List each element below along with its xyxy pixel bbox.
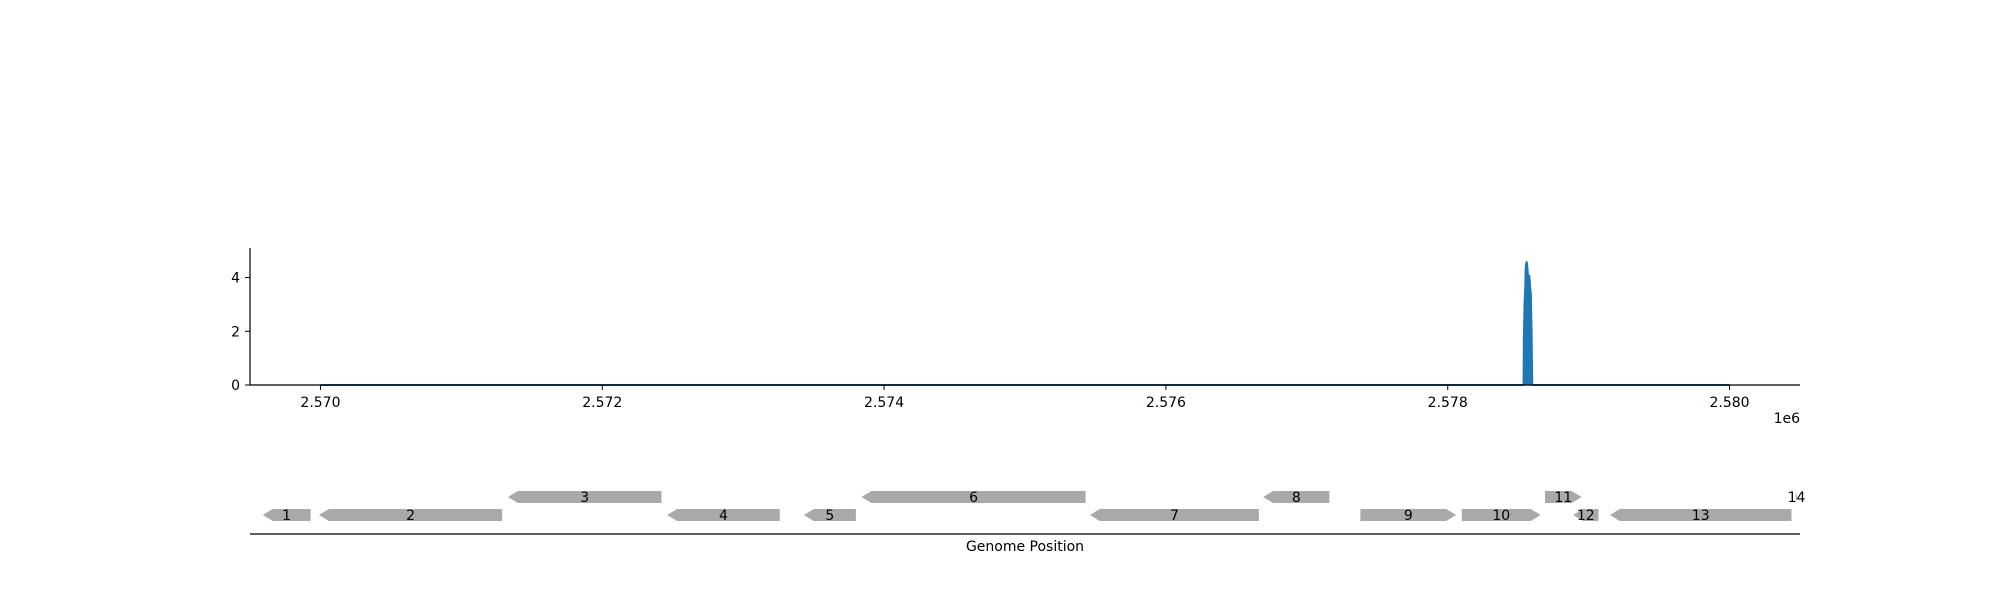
x-offset-label: 1e6 [1774, 411, 1801, 427]
gene-label: 12 [1577, 508, 1595, 524]
gene-label: 1 [282, 508, 291, 524]
x-tick-label: 2.574 [864, 395, 904, 411]
gene-feature: 5 [804, 508, 856, 524]
gene-feature: 13 [1610, 508, 1792, 524]
gene-label: 11 [1554, 490, 1572, 506]
x-tick-label: 2.578 [1428, 395, 1468, 411]
gene-feature: 4 [667, 508, 780, 524]
y-ticks: 0 2 4 [231, 271, 250, 394]
gene-label: 13 [1692, 508, 1710, 524]
coverage-panel: 2.570 2.572 2.574 2.576 2.578 2.580 0 2 4 1e6 [231, 248, 1800, 427]
gene-label: 4 [719, 508, 728, 524]
gene-feature: 11 [1545, 490, 1582, 506]
gene-label: 2 [406, 508, 415, 524]
coverage-series-line [320, 261, 1729, 385]
x-tick-label: 2.570 [300, 395, 340, 411]
gene-feature: 10 [1462, 508, 1541, 524]
gene-label: 5 [825, 508, 834, 524]
gene-feature: 14 [1788, 490, 1806, 506]
y-tick-label: 4 [231, 271, 240, 287]
track-x-axis-label: Genome Position [966, 539, 1084, 555]
gene-feature: 8 [1263, 490, 1329, 506]
x-tick-label: 2.580 [1709, 395, 1749, 411]
gene-feature: 12 [1573, 508, 1598, 524]
x-tick-label: 2.572 [582, 395, 622, 411]
gene-feature: 2 [319, 508, 502, 524]
gene-label: 7 [1170, 508, 1179, 524]
gene-label: 14 [1788, 490, 1806, 506]
gene-label: 6 [969, 490, 978, 506]
gene-label: 9 [1404, 508, 1413, 524]
gene-feature: 1 [263, 508, 311, 524]
gene-label: 3 [580, 490, 589, 506]
gene-label: 8 [1292, 490, 1301, 506]
gene-feature: 7 [1090, 508, 1259, 524]
coverage-series-area [320, 261, 1729, 385]
gene-label: 10 [1492, 508, 1510, 524]
y-tick-label: 0 [231, 378, 240, 394]
gene-feature: 3 [508, 490, 662, 506]
x-tick-label: 2.576 [1146, 395, 1186, 411]
gene-feature: 9 [1360, 508, 1456, 524]
gene-feature: 6 [862, 490, 1086, 506]
y-tick-label: 2 [231, 324, 240, 340]
x-ticks: 2.570 2.572 2.574 2.576 2.578 2.580 [300, 385, 1749, 411]
